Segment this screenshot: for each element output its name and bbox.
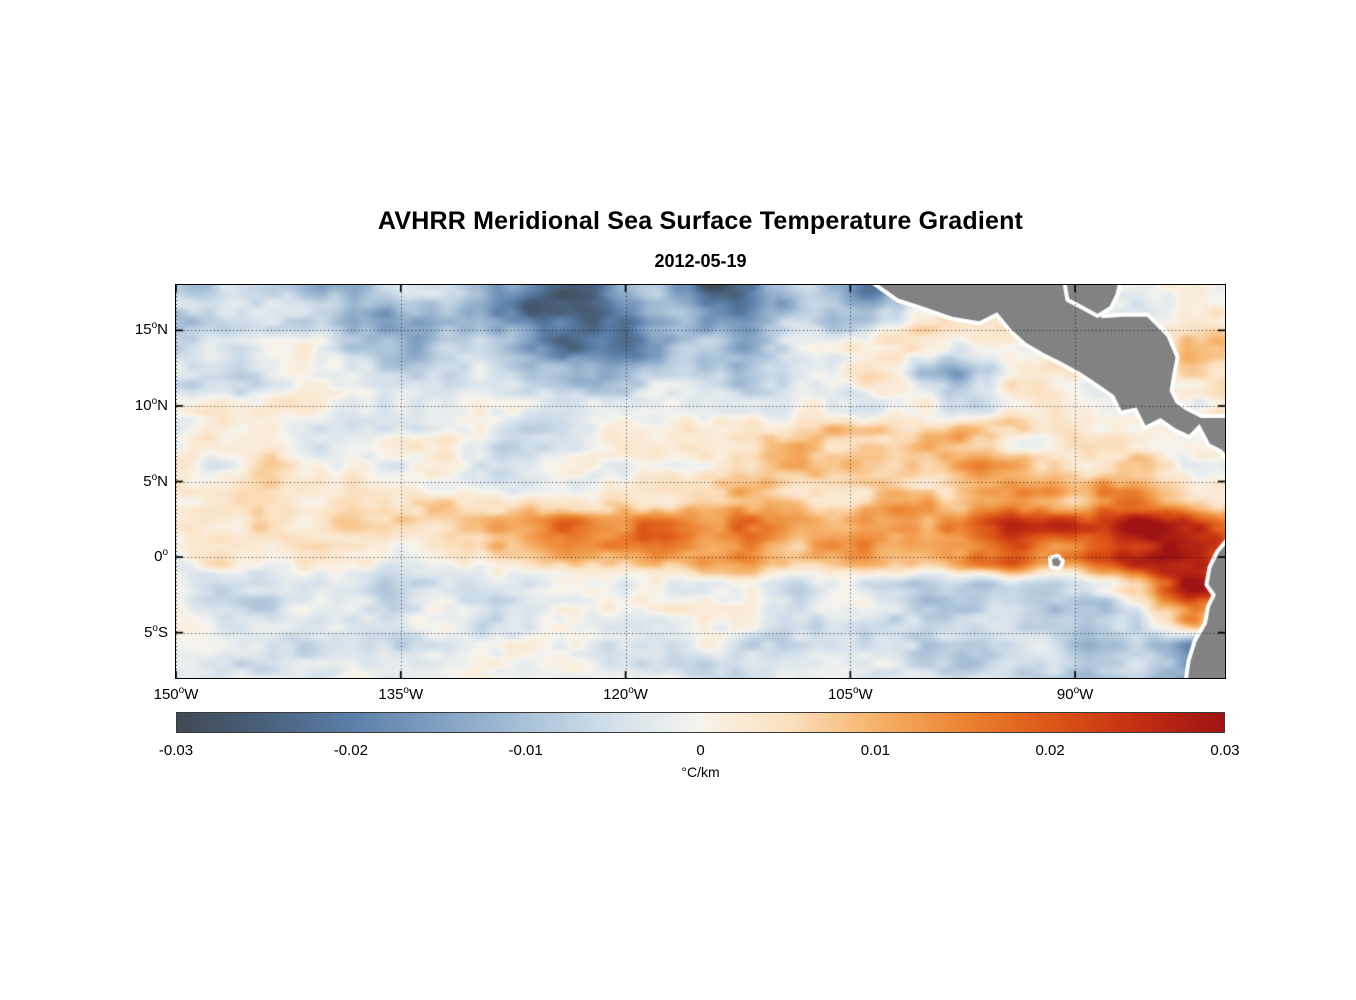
- lon-tick-hemi: W: [408, 686, 424, 703]
- lat-tick-value: 15: [134, 321, 152, 339]
- colorbar-tick-label: 0.03: [1210, 742, 1240, 759]
- degree-superscript: o: [151, 320, 158, 332]
- colorbar-tick-label: 0.01: [860, 742, 890, 759]
- lat-tick-value: 0: [154, 548, 163, 566]
- lat-tick-hemi: N: [157, 321, 168, 339]
- colorbar-tick-label: 0: [696, 742, 705, 759]
- lon-tick-label-105w: 105oW: [805, 684, 895, 706]
- lon-tick-hemi: W: [184, 686, 199, 703]
- lat-tick-hemi: S: [157, 623, 168, 641]
- colorbar-tick-label: -0.03: [158, 742, 194, 759]
- degree-superscript: o: [403, 685, 409, 696]
- lat-tick-label-15n: 15oN: [58, 320, 168, 340]
- colorbar-tick-label: -0.02: [333, 742, 368, 759]
- lon-tick-value: 105: [827, 686, 853, 703]
- lat-tick-hemi: N: [157, 472, 168, 490]
- lon-tick-label-135w: 135oW: [356, 684, 446, 706]
- colorbar-unit-label: °C/km: [681, 764, 720, 780]
- degree-superscript: o: [178, 685, 185, 696]
- chart-title: AVHRR Meridional Sea Surface Temperature…: [377, 207, 1024, 235]
- lon-tick-label-90w: 90oW: [1030, 684, 1120, 706]
- heatmap-canvas: [176, 285, 1225, 678]
- lon-tick-value: 90: [1056, 686, 1074, 703]
- lat-tick-value: 10: [134, 396, 152, 414]
- lon-tick-value: 120: [603, 686, 629, 703]
- lat-tick-label-0: 0o: [58, 547, 168, 567]
- lat-tick-hemi: N: [157, 396, 168, 414]
- colorbar-gradient: [176, 712, 1225, 733]
- degree-superscript: o: [151, 395, 158, 407]
- degree-superscript: o: [852, 685, 859, 696]
- chart-date: 2012-05-19: [654, 251, 747, 271]
- lat-tick-label-5s: 5oS: [58, 623, 168, 643]
- lat-tick-value: 5: [144, 623, 153, 641]
- degree-superscript: o: [628, 685, 634, 696]
- lat-tick-label-10n: 10oN: [58, 396, 168, 416]
- lon-tick-label-120w: 120oW: [581, 684, 671, 706]
- lon-tick-hemi: W: [858, 686, 873, 703]
- lon-tick-value: 135: [378, 686, 404, 703]
- lon-tick-hemi: W: [633, 686, 648, 703]
- lat-tick-value: 5: [143, 472, 152, 490]
- lon-tick-label-150w: 150oW: [131, 684, 221, 706]
- lon-tick-hemi: W: [1079, 686, 1094, 703]
- lon-tick-value: 150: [153, 686, 179, 703]
- lat-tick-label-5n: 5oN: [58, 472, 168, 492]
- degree-superscript: o: [152, 622, 158, 634]
- colorbar-tick-label: -0.01: [508, 742, 543, 759]
- colorbar-tick-label: 0.02: [1035, 742, 1065, 759]
- degree-superscript: o: [162, 547, 168, 559]
- degree-superscript: o: [151, 471, 158, 483]
- degree-superscript: o: [1073, 685, 1080, 696]
